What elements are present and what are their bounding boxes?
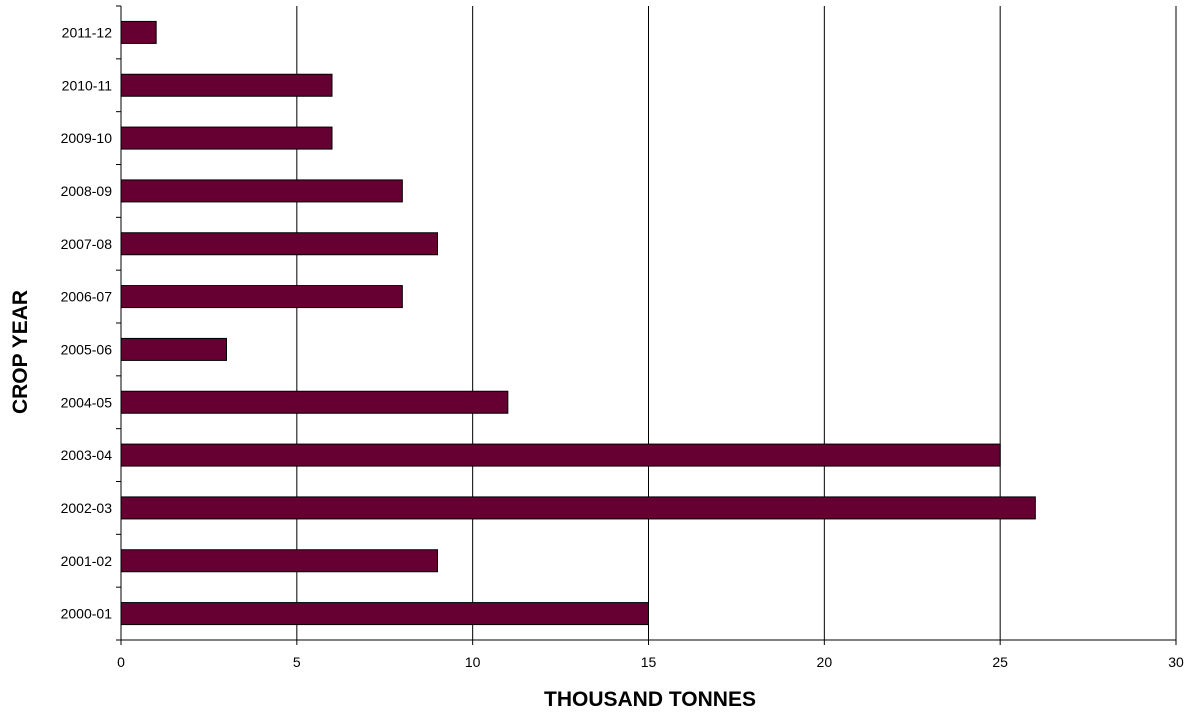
x-tick-label: 25 <box>992 654 1008 670</box>
bar-2003-04 <box>120 443 1001 467</box>
x-tick-label: 10 <box>465 654 481 670</box>
bar-2010-11 <box>120 73 333 97</box>
x-tick-label: 15 <box>641 654 657 670</box>
y-tick-label: 2007-08 <box>61 236 113 252</box>
y-tick-label: 2005-06 <box>61 341 113 357</box>
bar-2006-07 <box>120 285 403 309</box>
bar-2005-06 <box>120 337 227 361</box>
bar-2008-09 <box>120 179 403 203</box>
bar-2000-01 <box>120 602 649 626</box>
axes <box>116 5 1177 645</box>
y-tick-label: 2010-11 <box>62 77 113 93</box>
x-tick-labels: 0 5 10 15 20 25 30 <box>117 654 1184 670</box>
y-tick-labels: 2000-01 2001-02 2002-03 2003-04 2004-05 2005-… <box>61 24 113 621</box>
y-tick-label: 2002-03 <box>61 500 113 516</box>
y-tick-label: 2004-05 <box>61 394 113 410</box>
y-axis-title: CROP YEAR <box>9 290 32 414</box>
x-tick-label: 30 <box>1168 654 1184 670</box>
y-tick-label: 2011-12 <box>62 24 113 40</box>
y-tick-label: 2001-02 <box>61 553 113 569</box>
bar-2009-10 <box>120 126 333 150</box>
x-axis-title: THOUSAND TONNES <box>544 688 756 711</box>
y-tick-label: 2000-01 <box>61 606 113 622</box>
y-tick-label: 2006-07 <box>61 289 113 305</box>
bar-2004-05 <box>120 390 509 414</box>
gridlines <box>296 6 1177 640</box>
x-tick-label: 5 <box>293 654 301 670</box>
bar-2007-08 <box>120 232 438 256</box>
y-tick-label: 2009-10 <box>61 130 113 146</box>
bars <box>120 20 1036 626</box>
x-tick-label: 0 <box>117 654 125 670</box>
y-tick-label: 2008-09 <box>61 183 113 199</box>
bar-2001-02 <box>120 549 438 573</box>
bar-2002-03 <box>120 496 1036 520</box>
bar-2011-12 <box>120 20 157 44</box>
y-tick-label: 2003-04 <box>61 447 113 463</box>
x-tick-label: 20 <box>817 654 833 670</box>
